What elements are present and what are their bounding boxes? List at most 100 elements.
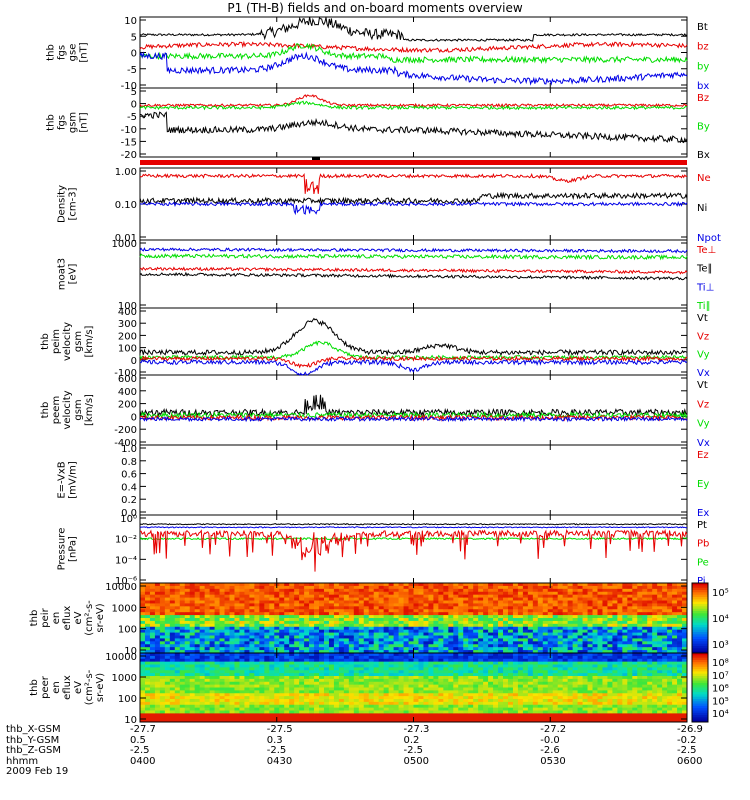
spectro-cell	[209, 687, 215, 691]
spectro-cell	[507, 585, 514, 590]
spectro-cell	[408, 594, 414, 598]
spectro-cell	[597, 591, 603, 596]
spectro-cell	[453, 583, 459, 587]
spectro-cell	[657, 693, 663, 697]
spectro-cell	[219, 693, 225, 697]
spectro-cell	[532, 597, 539, 601]
spectro-cell	[189, 710, 196, 714]
spectro-cell	[224, 600, 230, 604]
spectro-cell	[314, 638, 320, 642]
spectro-cell	[363, 713, 370, 717]
spectro-cell	[319, 681, 325, 686]
spectro-cell	[602, 612, 608, 616]
spectro-cell	[537, 690, 544, 694]
spectro-cell	[254, 650, 260, 654]
spectro-cell	[398, 681, 404, 686]
spectro-cell	[418, 658, 424, 663]
spectro-cell	[314, 664, 320, 668]
spectro-cell	[284, 664, 290, 668]
spectro-cell	[149, 673, 156, 677]
spectro-cell	[488, 588, 494, 593]
spectro-cell	[607, 647, 613, 651]
spectro-cell	[373, 653, 380, 657]
spectro-cell	[199, 629, 206, 633]
spectro-cell	[448, 588, 454, 593]
spectro-cell	[289, 585, 295, 590]
spectro-cell	[299, 623, 305, 628]
spectro-cell	[159, 681, 166, 686]
spectro-cell	[433, 658, 439, 663]
spectro-cell	[194, 588, 201, 593]
spectro-cell	[189, 620, 196, 625]
spectro-cell	[323, 626, 330, 631]
spectro-cell	[179, 591, 186, 596]
spectro-cell	[333, 620, 340, 625]
spectro-cell	[582, 701, 588, 706]
spectro-cell	[189, 655, 196, 660]
spectro-cell	[587, 661, 593, 665]
spectro-cell	[299, 606, 305, 610]
spectro-cell	[269, 667, 275, 671]
spectro-cell	[448, 629, 454, 633]
spectro-cell	[154, 635, 161, 639]
spectro-cell	[284, 687, 290, 691]
spectro-cell	[368, 591, 375, 596]
spectro-cell	[532, 710, 539, 714]
spectro-cell	[314, 594, 320, 598]
spectro-cell	[602, 626, 608, 631]
spectro-cell	[592, 600, 598, 604]
spectro-cell	[353, 606, 360, 610]
spectro-cell	[234, 673, 240, 677]
spectro-cell	[398, 658, 404, 663]
spectro-cell	[224, 670, 230, 674]
spectro-cell	[622, 719, 628, 723]
spectro-cell	[199, 597, 206, 601]
spectro-cell	[503, 620, 509, 625]
spectro-cell	[289, 701, 295, 706]
spectro-cell	[443, 626, 449, 631]
spectro-cell	[507, 647, 514, 651]
spectro-cell	[199, 658, 206, 663]
spectro-cell	[537, 618, 544, 622]
spectro-cell	[393, 600, 399, 604]
spectro-cell	[527, 673, 534, 677]
spectro-cell	[428, 707, 434, 711]
spectro-cell	[140, 629, 146, 633]
spectro-cell	[194, 701, 201, 706]
spectro-cell	[448, 635, 454, 639]
spectro-cell	[498, 618, 504, 622]
spectro-cell	[642, 704, 648, 709]
spectro-cell	[199, 588, 206, 593]
spectro-cell	[423, 612, 429, 616]
spectro-cell	[388, 612, 395, 616]
spectro-cell	[264, 678, 270, 683]
spectro-cell	[577, 713, 583, 717]
spectro-cell	[448, 638, 454, 642]
spectro-cell	[189, 623, 196, 628]
spectro-cell	[488, 684, 494, 688]
spectro-cell	[443, 583, 449, 587]
spectro-cell	[304, 678, 310, 683]
spectro-cell	[438, 632, 444, 636]
spectro-cell	[542, 609, 549, 613]
spectro-cell	[214, 635, 220, 639]
spectro-cell	[597, 609, 603, 613]
spectro-cell	[622, 641, 628, 645]
spectro-cell	[309, 670, 315, 674]
spectro-cell	[323, 629, 330, 633]
spectro-cell	[259, 588, 265, 593]
spectro-cell	[179, 638, 186, 642]
spectro-cell	[274, 629, 280, 633]
spectro-cell	[244, 606, 250, 610]
spectro-cell	[333, 701, 340, 706]
spectro-cell	[338, 638, 345, 642]
spectro-cell	[672, 658, 678, 663]
spectro-cell	[219, 653, 225, 657]
spectro-cell	[627, 681, 633, 686]
spectro-cell	[368, 609, 375, 613]
spectro-cell	[642, 693, 648, 697]
spectro-cell	[418, 583, 424, 587]
spectro-cell	[189, 653, 196, 657]
spectro-cell	[388, 716, 395, 720]
spectro-cell	[179, 713, 186, 717]
